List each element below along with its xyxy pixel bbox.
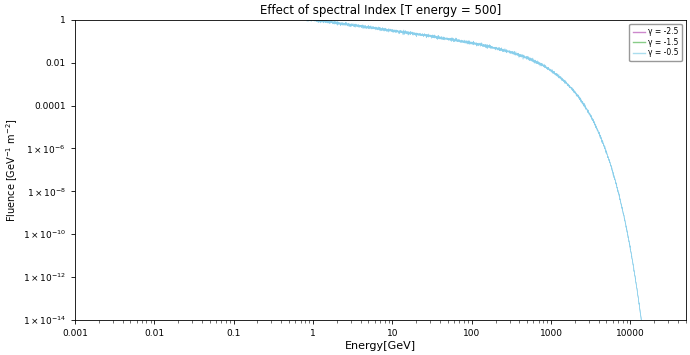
Title: Effect of spectral Index [T energy = 500]: Effect of spectral Index [T energy = 500… [259, 4, 501, 17]
Y-axis label: Fluence [GeV$^{-1}$ m$^{-2}$]: Fluence [GeV$^{-1}$ m$^{-2}$] [4, 118, 20, 222]
Line: γ = -2.5: γ = -2.5 [75, 0, 686, 355]
γ = -0.5 [604, 155, 612, 159]
Line: γ = -0.5: γ = -0.5 [75, 0, 686, 355]
γ = -1.5 [305, 16, 313, 21]
Legend: γ = -2.5, γ = -1.5, γ = -0.5: γ = -2.5, γ = -1.5, γ = -0.5 [629, 23, 682, 61]
γ = -0.5 [332, 20, 340, 24]
γ = -2.5 [332, 21, 340, 25]
γ = -0.5 [177, 0, 185, 4]
γ = -2.5 [604, 155, 612, 159]
γ = -0.5 [305, 17, 313, 21]
Line: γ = -1.5: γ = -1.5 [75, 0, 686, 355]
γ = -1.5 [177, 2, 185, 6]
γ = -1.5 [604, 155, 612, 159]
X-axis label: Energy[GeV]: Energy[GeV] [345, 341, 416, 351]
γ = -2.5 [305, 19, 313, 23]
γ = -2.5 [177, 0, 185, 4]
γ = -1.5 [332, 22, 340, 26]
